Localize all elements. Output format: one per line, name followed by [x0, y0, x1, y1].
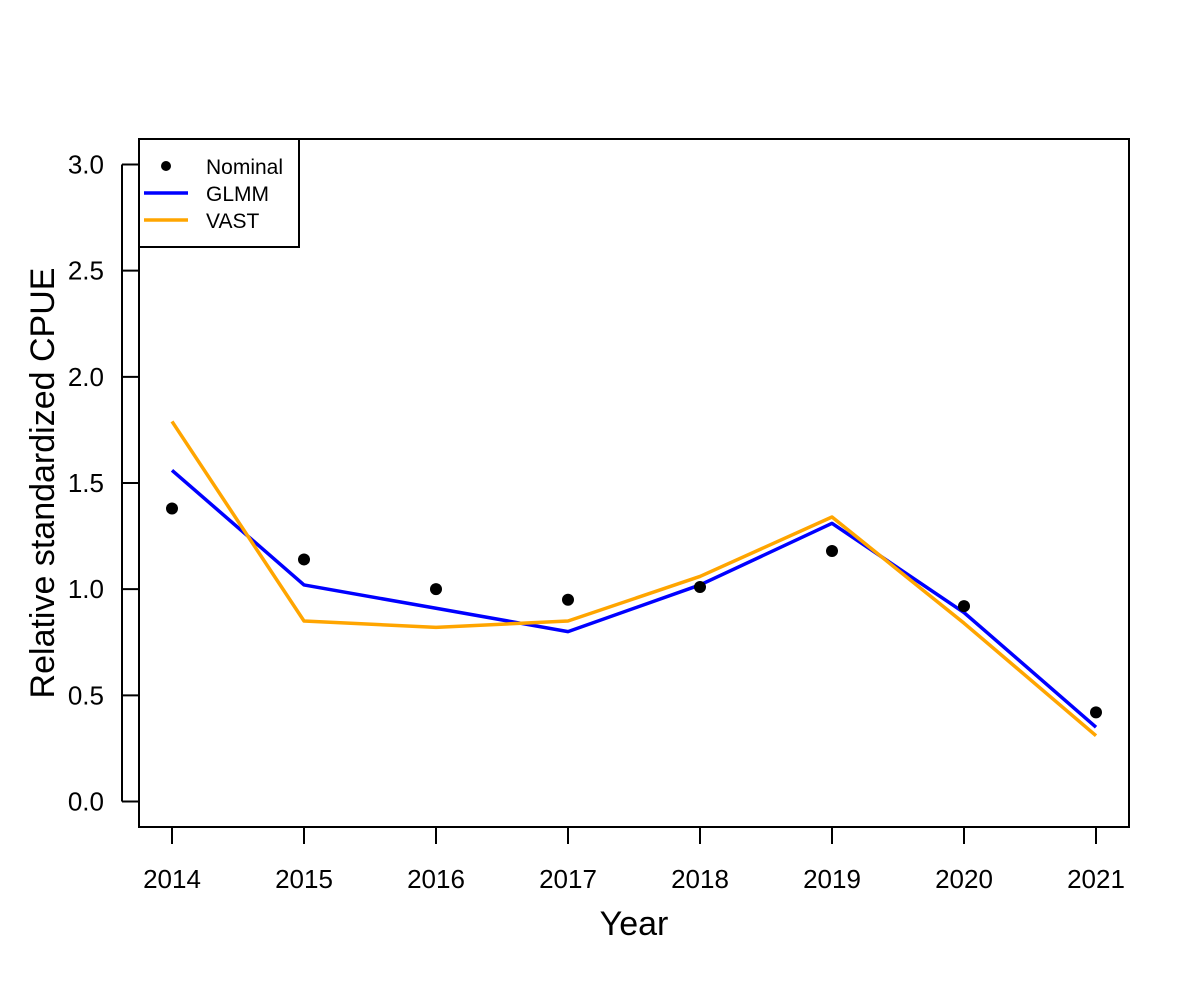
nominal-point — [826, 544, 838, 557]
nominal-point — [166, 502, 178, 515]
legend-nominal-label: Nominal — [206, 156, 283, 179]
nominal-point — [430, 583, 442, 596]
x-tick-label: 2017 — [539, 864, 597, 894]
nominal-point — [1090, 706, 1102, 719]
plot-frame — [138, 138, 1130, 828]
y-tick-label: 0.0 — [68, 787, 104, 817]
x-tick-label: 2020 — [935, 864, 993, 894]
y-tick-label: 2.5 — [68, 256, 104, 286]
x-tick-label: 2019 — [803, 864, 861, 894]
x-tick-label: 2021 — [1067, 864, 1125, 894]
x-axis-label: Year — [600, 905, 669, 943]
nominal-point — [694, 581, 706, 594]
glmm-series-line — [170, 468, 1098, 729]
legend: Nominal GLMM VAST — [138, 138, 300, 248]
y-tick-label: 3.0 — [68, 149, 104, 179]
x-tick-label: 2018 — [671, 864, 729, 894]
x-tick-label: 2016 — [407, 864, 465, 894]
y-tick-label: 0.5 — [68, 680, 104, 710]
legend-vast-label: VAST — [206, 210, 259, 233]
series-layer — [166, 420, 1102, 738]
legend-nominal-marker — [161, 161, 171, 171]
y-axis: 0.0 0.5 1.0 1.5 2.0 2.5 3.0 — [68, 149, 139, 817]
vast-series-line — [170, 420, 1098, 738]
x-tick-label: 2015 — [275, 864, 333, 894]
y-axis-label: Relative standardized CPUE — [24, 268, 62, 699]
y-tick-label: 1.0 — [68, 574, 104, 604]
nominal-point — [562, 593, 574, 606]
y-tick-label: 1.5 — [68, 468, 104, 498]
y-tick-label: 2.0 — [68, 362, 104, 392]
nominal-point — [298, 553, 310, 566]
nominal-point — [958, 600, 970, 613]
legend-glmm-label: GLMM — [206, 183, 269, 206]
x-tick-label: 2014 — [143, 864, 201, 894]
